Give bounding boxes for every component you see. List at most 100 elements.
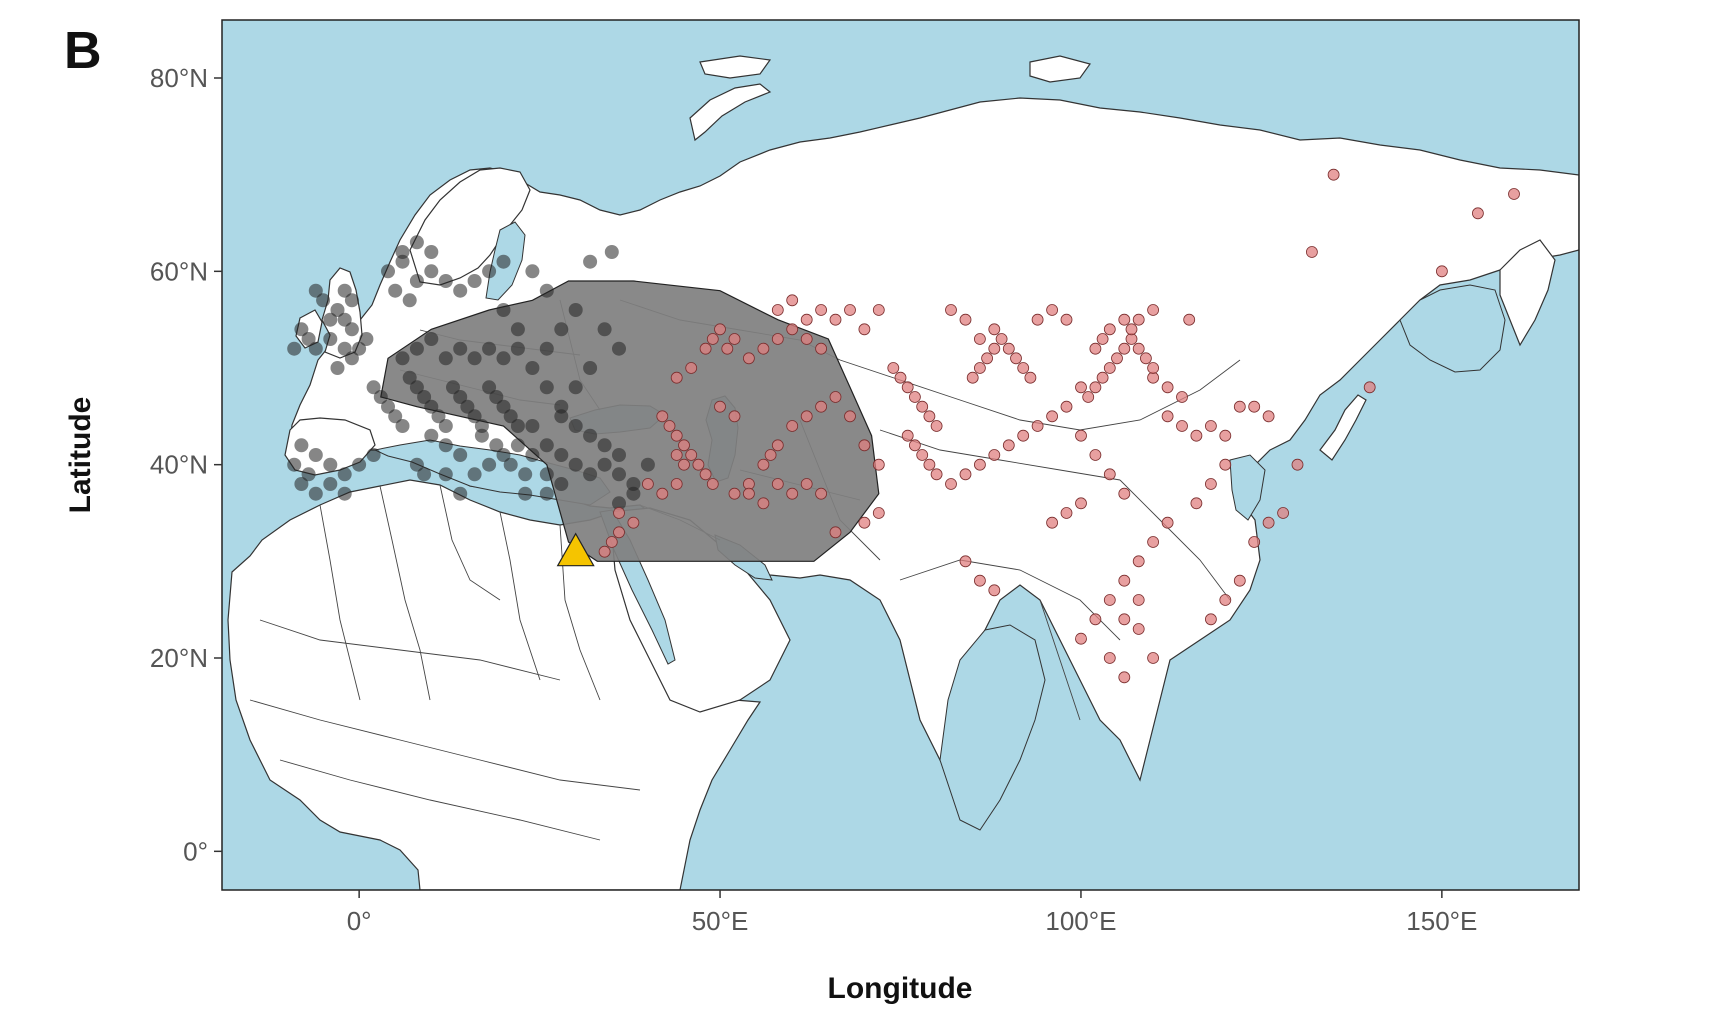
red-point [771, 333, 784, 345]
land-severnaya-zemlya [1029, 55, 1091, 83]
red-point [909, 391, 921, 403]
red-point [699, 468, 712, 481]
red-point [699, 342, 712, 355]
y-tick-label: 20°N [150, 643, 208, 673]
red-point [858, 516, 871, 529]
red-point [1017, 429, 1030, 442]
black-point [496, 254, 511, 269]
black-point [337, 341, 352, 356]
red-point [670, 449, 683, 461]
black-point [409, 457, 424, 472]
black-point [388, 409, 403, 424]
red-point [1233, 574, 1246, 587]
red-point [1046, 304, 1058, 316]
red-point [627, 516, 640, 529]
red-point [743, 487, 755, 500]
red-point [974, 458, 986, 471]
red-point [1205, 420, 1217, 432]
red-point [1132, 594, 1145, 606]
black-point [510, 322, 525, 337]
red-point [1089, 449, 1102, 461]
black-point [431, 409, 446, 424]
red-point [1075, 632, 1087, 645]
red-point [757, 342, 770, 355]
red-point [1118, 342, 1131, 355]
red-point [829, 526, 842, 539]
panel-label: B [64, 22, 102, 80]
black-point [308, 341, 323, 356]
red-point [1010, 352, 1022, 365]
black-point [438, 438, 453, 453]
red-point [1096, 333, 1109, 345]
red-point [1060, 313, 1073, 326]
red-point [1508, 188, 1520, 200]
red-point [685, 362, 698, 374]
red-point [706, 333, 719, 345]
black-point [373, 390, 388, 404]
black-point [359, 332, 374, 346]
black-point [554, 409, 569, 424]
black-point [453, 390, 468, 404]
land-novaya-zemlya [689, 83, 772, 142]
range-polygon [380, 280, 880, 562]
red-point [800, 410, 813, 423]
black-point [554, 399, 569, 414]
black-point [308, 283, 323, 298]
black-point [474, 419, 489, 433]
red-point [1060, 400, 1073, 413]
red-point [988, 342, 1001, 355]
y-tick-label: 0° [183, 836, 208, 866]
red-point [1219, 594, 1232, 606]
red-point [988, 584, 1001, 597]
black-point [301, 467, 316, 482]
red-point [786, 294, 799, 307]
red-point [1147, 652, 1159, 664]
black-point [294, 322, 309, 337]
red-point [930, 420, 943, 432]
red-point [1147, 536, 1159, 548]
red-point [1046, 410, 1058, 423]
red-point [771, 304, 784, 316]
yellow-sea [1229, 454, 1266, 521]
black-point [417, 390, 432, 404]
red-point [670, 478, 683, 490]
red-point [728, 487, 741, 500]
red-point [714, 323, 726, 336]
red-point [1118, 313, 1131, 326]
black-point [583, 361, 598, 375]
red-point [1161, 516, 1174, 529]
y-tick-label: 40°N [150, 450, 208, 480]
red-point [1125, 323, 1138, 336]
red-point [1111, 352, 1123, 365]
red-point [1219, 458, 1232, 471]
black-point [330, 361, 345, 375]
black-point [518, 467, 533, 482]
black-point [467, 409, 482, 424]
black-point [438, 351, 453, 366]
red-point [642, 478, 654, 490]
black-point [539, 467, 554, 482]
black-point [424, 264, 439, 279]
black-point [453, 341, 468, 356]
black-point [323, 332, 338, 346]
red-point [1140, 352, 1152, 365]
red-point [728, 333, 741, 345]
black-point [417, 467, 432, 482]
red-point [829, 313, 842, 326]
red-point [1103, 594, 1116, 606]
black-point [287, 341, 302, 356]
red-point [1002, 439, 1015, 452]
red-point [613, 507, 625, 519]
red-point [1132, 555, 1145, 568]
red-point [815, 304, 827, 316]
black-point [337, 312, 352, 327]
red-point [815, 342, 827, 355]
black-point [568, 419, 583, 433]
sea-of-okhotsk [1399, 284, 1506, 373]
red-point [1118, 613, 1131, 626]
black-point [525, 448, 540, 462]
black-point [395, 245, 410, 259]
black-point [510, 438, 525, 453]
red-point [945, 478, 957, 490]
red-point [1147, 362, 1159, 374]
